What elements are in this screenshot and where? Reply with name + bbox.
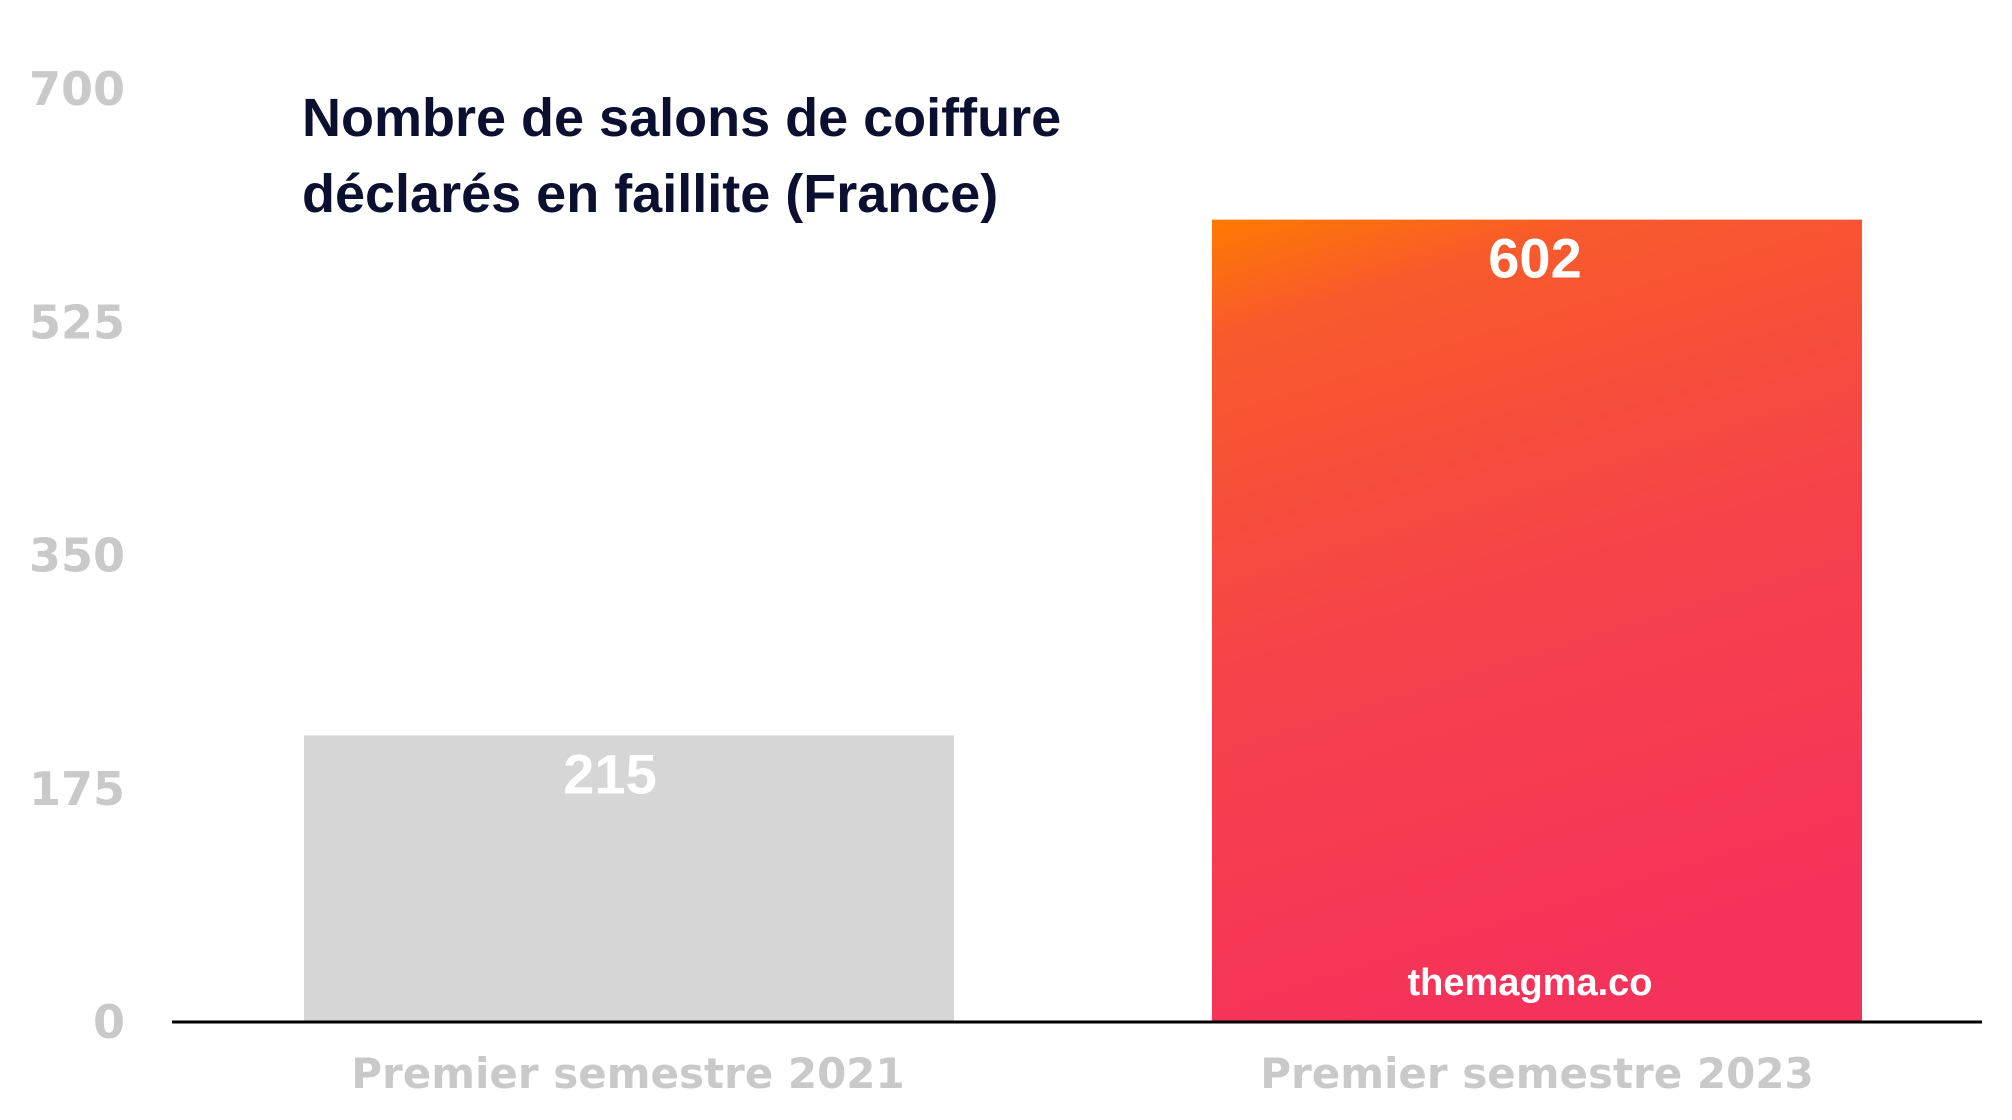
- bar-value-label: 215: [563, 742, 656, 805]
- y-axis-ticks: 0 175 350 525 700: [29, 62, 125, 1049]
- bar-2023: [1212, 219, 1862, 1022]
- bars-group: 215 602: [304, 219, 1862, 1022]
- x-category-label: Premier semestre 2023: [1260, 1049, 1814, 1098]
- bar-2021: [304, 735, 954, 1022]
- x-category-label: Premier semestre 2021: [351, 1049, 905, 1098]
- y-tick-label: 350: [29, 529, 125, 583]
- chart-title-line-2: déclarés en faillite (France): [302, 164, 998, 224]
- chart-title-line-1: Nombre de salons de coiffure: [302, 88, 1061, 148]
- y-tick-label: 525: [29, 295, 125, 349]
- x-axis-ticks: Premier semestre 2021 Premier semestre 20…: [351, 1049, 1814, 1098]
- y-tick-label: 175: [29, 762, 125, 816]
- y-tick-label: 700: [29, 62, 125, 116]
- watermark-text: themagma.co: [1408, 962, 1653, 1004]
- bar-value-label: 602: [1488, 227, 1581, 290]
- y-tick-label: 0: [93, 995, 125, 1049]
